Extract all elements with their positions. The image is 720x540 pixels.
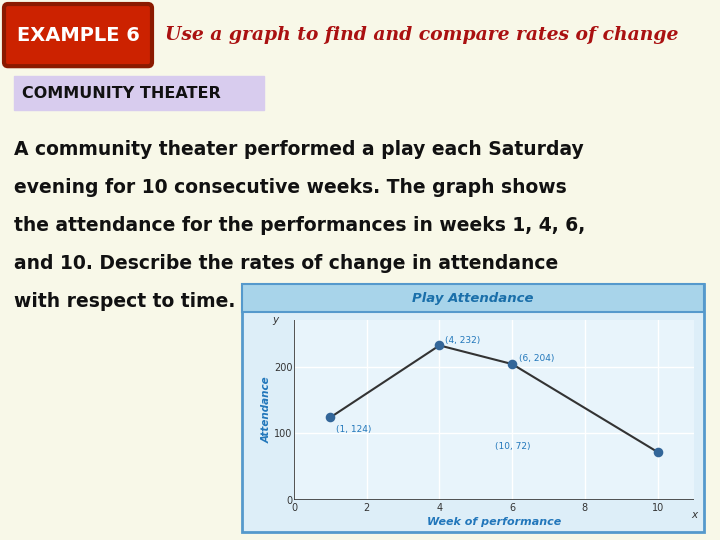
Point	[652, 448, 663, 456]
Text: Play Attendance: Play Attendance	[413, 292, 534, 305]
Text: (10, 72): (10, 72)	[495, 442, 531, 451]
Text: evening for 10 consecutive weeks. The graph shows: evening for 10 consecutive weeks. The gr…	[14, 178, 567, 197]
Text: (1, 124): (1, 124)	[336, 425, 372, 434]
Text: with respect to time.: with respect to time.	[14, 292, 235, 311]
Text: (6, 204): (6, 204)	[519, 354, 555, 363]
Point	[506, 360, 518, 368]
X-axis label: Week of performance: Week of performance	[427, 517, 561, 527]
Text: x: x	[691, 510, 697, 519]
Text: (4, 232): (4, 232)	[445, 335, 480, 345]
Text: COMMUNITY THEATER: COMMUNITY THEATER	[22, 86, 221, 100]
Point	[433, 341, 445, 350]
FancyBboxPatch shape	[242, 284, 704, 312]
FancyBboxPatch shape	[242, 284, 704, 532]
Text: A community theater performed a play each Saturday: A community theater performed a play eac…	[14, 140, 584, 159]
FancyBboxPatch shape	[14, 76, 264, 110]
Point	[325, 413, 336, 422]
Text: the attendance for the performances in weeks 1, 4, 6,: the attendance for the performances in w…	[14, 216, 585, 235]
Y-axis label: Attendance: Attendance	[261, 377, 271, 443]
Text: and 10. Describe the rates of change in attendance: and 10. Describe the rates of change in …	[14, 254, 558, 273]
Text: Use a graph to find and compare rates of change: Use a graph to find and compare rates of…	[165, 26, 678, 44]
FancyBboxPatch shape	[294, 320, 694, 500]
Text: y: y	[273, 315, 279, 325]
FancyBboxPatch shape	[4, 4, 152, 66]
Text: EXAMPLE 6: EXAMPLE 6	[17, 25, 140, 45]
